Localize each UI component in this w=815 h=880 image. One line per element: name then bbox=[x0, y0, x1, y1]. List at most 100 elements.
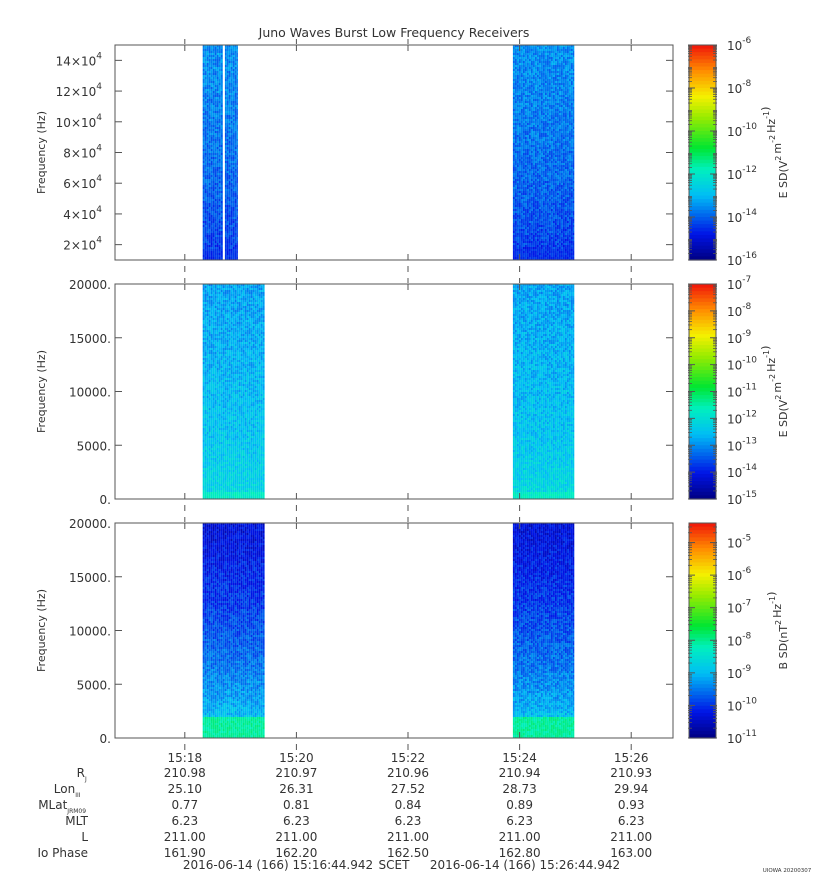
colorbar-tick-label: 10-13 bbox=[727, 436, 757, 453]
colorbar-tick-label: 10-6 bbox=[727, 566, 752, 583]
colorbar-tick-label: 10-7 bbox=[727, 599, 751, 616]
ephemeris-value: 211.00 bbox=[499, 830, 541, 844]
time-tick-label: 15:18 bbox=[168, 751, 203, 765]
panel-frame bbox=[115, 284, 673, 499]
ephemeris-value: 27.52 bbox=[391, 782, 425, 796]
panel-1: 2×1044×1046×1048×10410×10412×10414×104Fr… bbox=[35, 36, 790, 272]
ephemeris-row-label: Io Phase bbox=[37, 846, 88, 860]
y-tick-label: 0. bbox=[100, 493, 111, 507]
ephemeris-value: 210.98 bbox=[164, 766, 206, 780]
footer-end-time: 2016-06-14 (166) 15:26:44.942 bbox=[430, 858, 620, 872]
colorbar-tick-label: 10-7 bbox=[727, 275, 751, 292]
ephemeris-row-label: LonIII bbox=[54, 782, 81, 799]
ephemeris-value: 6.23 bbox=[618, 814, 645, 828]
y-tick-label: 12×104 bbox=[56, 82, 103, 99]
ephemeris-value: 6.23 bbox=[171, 814, 198, 828]
footer-start-time: 2016-06-14 (166) 15:16:44.942 bbox=[183, 858, 373, 872]
ephemeris-row-label: MLatJRM09 bbox=[38, 798, 86, 815]
y-tick-label: 10000. bbox=[69, 386, 111, 400]
ephemeris-value: 0.77 bbox=[171, 798, 198, 812]
colorbar: 10-6 10-8 10-10 10-12 10-14 10-16 bbox=[688, 36, 757, 268]
time-tick-label: 15:22 bbox=[391, 751, 426, 765]
panel-frame bbox=[115, 45, 673, 260]
colorbar-tick-label: 10-12 bbox=[727, 409, 757, 426]
colorbar-tick-label: 10-8 bbox=[727, 302, 752, 319]
colorbar-tick-label: 10-8 bbox=[727, 79, 752, 96]
ephemeris-value: 211.00 bbox=[164, 830, 206, 844]
figure-title: Juno Waves Burst Low Frequency Receivers bbox=[258, 25, 530, 40]
time-tick-label: 15:26 bbox=[614, 751, 649, 765]
colorbar-tick-label: 10-14 bbox=[727, 208, 757, 225]
y-axis-label: Frequency (Hz) bbox=[35, 589, 48, 672]
colorbar-tick-label: 10-10 bbox=[727, 122, 757, 139]
y-tick-label: 10000. bbox=[69, 625, 111, 639]
colorbar-tick-label: 10-6 bbox=[727, 36, 752, 53]
y-tick-label: 20000. bbox=[69, 278, 111, 292]
spectrogram-figure: Juno Waves Burst Low Frequency Receivers… bbox=[0, 0, 815, 880]
y-tick-label: 2×104 bbox=[63, 236, 102, 253]
panel-2: 0. 5000. 10000. 15000. 20000. Frequency (Hz) 1… bbox=[35, 275, 790, 511]
ephemeris-value: 210.97 bbox=[275, 766, 317, 780]
y-tick-label: 0. bbox=[100, 732, 111, 746]
burst-1 bbox=[203, 45, 238, 260]
colorbar-tick-label: 10-11 bbox=[727, 383, 757, 400]
colorbar-tick-label: 10-11 bbox=[727, 729, 757, 746]
colorbar-label: E SD(V2m-2Hz-1) bbox=[759, 346, 790, 438]
burst-2 bbox=[513, 523, 574, 738]
ephemeris-value: 28.73 bbox=[502, 782, 536, 796]
ephemeris-value: 26.31 bbox=[279, 782, 313, 796]
ephemeris-value: 210.94 bbox=[499, 766, 541, 780]
ephemeris-value: 211.00 bbox=[387, 830, 429, 844]
ephemeris-row-label: RJ bbox=[77, 766, 87, 783]
y-tick-label: 15000. bbox=[69, 332, 111, 346]
y-axis-label: Frequency (Hz) bbox=[35, 350, 48, 433]
colorbar-label: B SD(nT2Hz-1) bbox=[765, 592, 790, 670]
panel-3: 0. 5000. 10000. 15000. 20000. Frequency (Hz) 1… bbox=[35, 517, 790, 750]
ephemeris-value: 0.84 bbox=[395, 798, 422, 812]
ephemeris-value: 29.94 bbox=[614, 782, 648, 796]
ephemeris-value: 210.96 bbox=[387, 766, 429, 780]
colorbar-tick-label: 10-9 bbox=[727, 329, 752, 346]
colorbar: 10-7 10-8 10-9 10-10 10-11 10-12 10-13 10-14 10-… bbox=[688, 275, 757, 507]
y-tick-label: 20000. bbox=[69, 517, 111, 531]
colorbar-tick-label: 10-10 bbox=[727, 696, 757, 713]
panels: 2×104 4×104 6×104 8×104 10×104 12×104 14×104 Fr… bbox=[35, 36, 790, 750]
ephemeris-value: 211.00 bbox=[610, 830, 652, 844]
colorbar-tick-label: 10-16 bbox=[727, 251, 757, 268]
y-tick-label: 10×104 bbox=[56, 113, 103, 130]
ephemeris-value: 6.23 bbox=[506, 814, 533, 828]
burst-1 bbox=[203, 284, 265, 499]
panel-frame bbox=[115, 523, 673, 738]
y-tick-label: 14×104 bbox=[56, 51, 103, 68]
y-tick-label: 15000. bbox=[69, 571, 111, 585]
colorbar-tick-label: 10-14 bbox=[727, 463, 757, 480]
y-tick-label: 4×104 bbox=[63, 205, 102, 222]
ephemeris-row-label: MLT bbox=[65, 814, 88, 828]
y-tick-label: 8×104 bbox=[63, 144, 102, 161]
footer-scet-label: SCET bbox=[379, 858, 411, 872]
colorbar-tick-label: 10-5 bbox=[727, 534, 751, 551]
ephemeris-value: 0.89 bbox=[506, 798, 533, 812]
burst-data-gap bbox=[223, 45, 225, 260]
ephemeris-value: 0.93 bbox=[618, 798, 645, 812]
y-tick-label: 5000. bbox=[77, 678, 111, 692]
colorbar-tick-label: 10-12 bbox=[727, 165, 757, 182]
colorbar-tick-label: 10-15 bbox=[727, 490, 757, 507]
time-tick-label: 15:20 bbox=[279, 751, 314, 765]
time-axis: 15:18 15:20 15:22 15:24 15:26 bbox=[168, 751, 649, 765]
time-tick-label: 15:24 bbox=[502, 751, 537, 765]
colorbar-label: E SD(V2m-2Hz-1) bbox=[759, 107, 790, 199]
ephemeris-value: 211.00 bbox=[275, 830, 317, 844]
burst-2 bbox=[513, 284, 574, 499]
y-tick-label: 6×104 bbox=[63, 174, 102, 191]
colorbar-tick-label: 10-8 bbox=[727, 631, 752, 648]
footer-stamp: UIOWA 20200307 bbox=[763, 868, 812, 874]
y-tick-label: 5000. bbox=[77, 439, 111, 453]
ephemeris-value: 0.81 bbox=[283, 798, 310, 812]
ephemeris-value: 6.23 bbox=[283, 814, 310, 828]
colorbar-tick-label: 10-10 bbox=[727, 356, 757, 373]
ephemeris-row-label: L bbox=[81, 830, 88, 844]
burst-1 bbox=[203, 523, 265, 738]
